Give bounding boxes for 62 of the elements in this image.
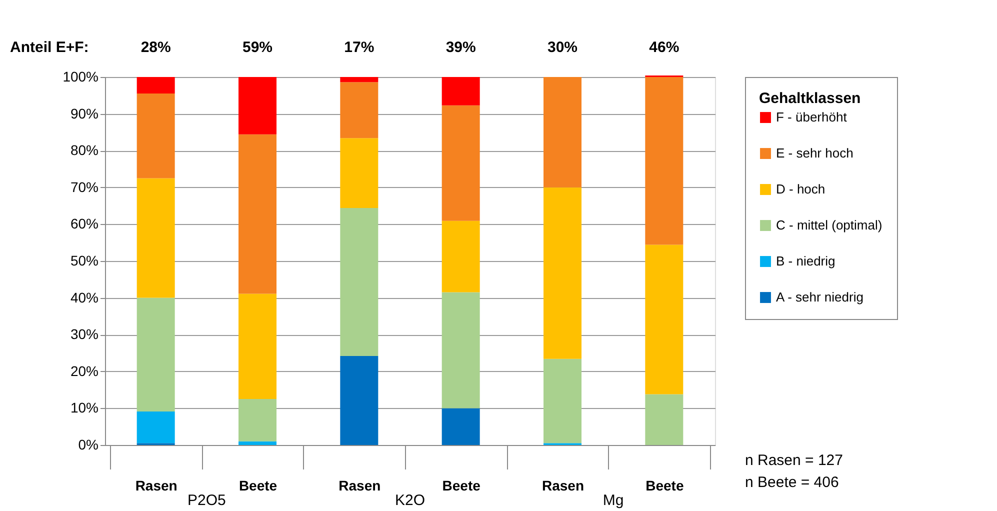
- y-tick-label: 60%: [70, 216, 98, 232]
- y-tick-label: 80%: [70, 142, 98, 158]
- bar: [340, 208, 378, 356]
- bar: [442, 220, 480, 292]
- legend-label: C - mittel (optimal): [776, 218, 882, 232]
- y-tick-label: 70%: [70, 178, 98, 195]
- y-tick-label: 100%: [62, 68, 98, 84]
- legend-label: A - sehr niedrig: [776, 290, 864, 304]
- legend-label: B - niedrig: [776, 254, 836, 268]
- legend-label: E - sehr hoch: [776, 146, 854, 160]
- x-tick-label: Rasen: [135, 478, 178, 494]
- bar: [442, 292, 480, 408]
- text: 59%: [242, 39, 273, 56]
- bar: [238, 441, 276, 445]
- y-tick-label: 10%: [70, 400, 98, 416]
- x-tick-label: Rasen: [542, 478, 584, 494]
- text: 46%: [649, 39, 680, 56]
- bar: [136, 412, 175, 444]
- bar: [544, 358, 582, 444]
- y-tick-label: 50%: [70, 252, 98, 268]
- bar: [442, 105, 480, 221]
- text: 17%: [344, 39, 374, 56]
- bar: [645, 394, 684, 445]
- bar: [340, 138, 378, 208]
- bar: [442, 77, 480, 106]
- text: 30%: [547, 39, 578, 56]
- text: n Rasen = 127: [745, 452, 843, 469]
- y-tick-label: 20%: [70, 362, 98, 379]
- bar: [340, 77, 378, 82]
- bar: [544, 187, 582, 359]
- bar: [340, 82, 378, 138]
- bar: [645, 77, 684, 245]
- bar: [340, 356, 378, 445]
- text: Mg: [602, 492, 624, 509]
- x-tick-label: Beete: [238, 478, 278, 494]
- bar: [238, 294, 276, 399]
- bar: [442, 408, 480, 445]
- y-tick-label: 90%: [70, 105, 98, 122]
- y-tick-label: 0%: [78, 436, 98, 452]
- bar: [136, 94, 175, 178]
- legend-label: F - überhöht: [776, 110, 848, 124]
- bar: [136, 77, 175, 94]
- legend-label: D - hoch: [776, 182, 826, 196]
- text: Anteil E+F:: [10, 39, 89, 56]
- text: P2O5: [187, 492, 226, 509]
- text: n Beete = 406: [745, 474, 839, 491]
- text: 39%: [446, 39, 476, 56]
- x-tick-label: Beete: [442, 478, 481, 494]
- x-tick-label: Rasen: [338, 478, 381, 494]
- bar: [136, 298, 175, 412]
- bar: [136, 178, 175, 298]
- text: K2O: [394, 492, 426, 509]
- bar: [645, 244, 684, 394]
- x-tick-label: Beete: [646, 478, 684, 494]
- bar: [238, 77, 276, 134]
- bar: [544, 77, 582, 188]
- text: 28%: [140, 39, 171, 56]
- y-tick-label: 30%: [70, 326, 98, 342]
- y-tick-label: 40%: [70, 289, 98, 306]
- bar: [238, 134, 276, 294]
- bar: [238, 399, 276, 442]
- legend-title: Gehaltklassen: [759, 90, 861, 107]
